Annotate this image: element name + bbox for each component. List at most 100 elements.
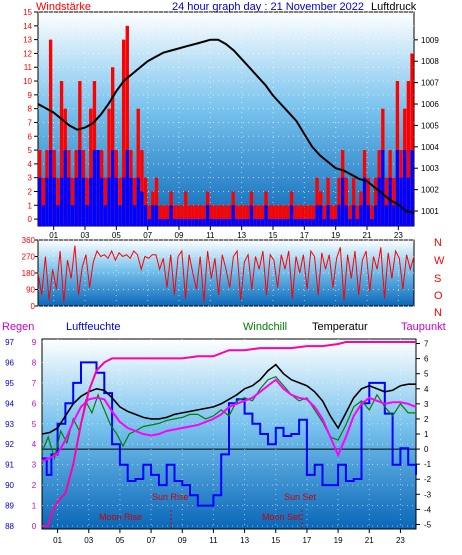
wind-y-tick-label: 13 bbox=[23, 36, 32, 45]
wind-average-bar bbox=[362, 177, 367, 226]
weather-lines bbox=[41, 341, 417, 527]
wind-gust-bar bbox=[297, 205, 301, 226]
direction-y-tick-label: 90 bbox=[26, 286, 35, 295]
wind-gust-bar bbox=[355, 205, 359, 226]
rain-y-tick-label: 1 bbox=[32, 502, 37, 511]
sun-rise-label: Sun Rise bbox=[152, 492, 189, 502]
wind-average-bar bbox=[392, 205, 396, 226]
wind-average-bar bbox=[136, 177, 140, 226]
wind-average-bar bbox=[344, 205, 348, 226]
humidity-y-tick-label: 88 bbox=[5, 522, 14, 531]
wind-y-tick-label: 10 bbox=[23, 77, 32, 86]
humidity-y-tick-label: 97 bbox=[5, 338, 14, 347]
wind-gust-bar bbox=[89, 108, 93, 226]
temperature-y-tick-label: 3 bbox=[424, 400, 429, 409]
direction-line bbox=[37, 245, 415, 303]
temperature-series-line bbox=[41, 363, 416, 435]
wind-gust-bar bbox=[143, 177, 148, 226]
wind-y-tick-label: 8 bbox=[28, 105, 33, 114]
wind-average-bar bbox=[326, 205, 330, 226]
wind-gust-bar bbox=[220, 205, 224, 226]
wind-average-bar bbox=[100, 177, 104, 226]
wind-average-bar bbox=[384, 205, 389, 226]
wind-gust-bar bbox=[187, 205, 192, 226]
wind-average-bar bbox=[63, 150, 67, 226]
legend-luftfeuchte: Luftfeuchte bbox=[66, 321, 120, 333]
pressure-y-tick-label: 1007 bbox=[421, 79, 439, 88]
pressure-y-tick-label: 1009 bbox=[421, 36, 439, 45]
wind-average-bar bbox=[300, 219, 305, 226]
wind-y-tick-label: 9 bbox=[28, 91, 33, 100]
wind-average-bar bbox=[121, 177, 126, 226]
wind-y-tick-label: 14 bbox=[23, 22, 32, 31]
wind-average-bar bbox=[89, 177, 93, 226]
temperature-y-tick-label: 5 bbox=[424, 370, 429, 379]
moon-rise-label: Moon Rise bbox=[99, 512, 142, 522]
wind-gust-bar bbox=[278, 205, 283, 226]
wind-average-bar bbox=[271, 219, 275, 226]
rain-series-line bbox=[42, 341, 416, 527]
wind-gust-bar bbox=[103, 177, 108, 226]
temperature-y-tick-label: 6 bbox=[424, 355, 429, 364]
temperature-y-tick-label: -1 bbox=[424, 460, 432, 469]
humidity-y-tick-label: 92 bbox=[5, 440, 14, 449]
wind-gust-bar bbox=[410, 53, 414, 226]
wind-x-tick-label: 23 bbox=[394, 231, 403, 240]
wind-gust-bar bbox=[191, 205, 195, 226]
wind-gust-bar bbox=[198, 205, 202, 226]
wind-gust-bar bbox=[107, 108, 111, 226]
wind-gust-bar bbox=[213, 205, 217, 226]
weather-x-tick-label: 13 bbox=[240, 536, 249, 545]
legend-temperatur: Temperatur bbox=[312, 321, 368, 333]
direction-y-tick-label: 180 bbox=[22, 269, 36, 278]
graph-title: 24 hour graph day : 21 November 2022 bbox=[172, 1, 364, 13]
humidity-y-tick-label: 94 bbox=[5, 399, 14, 408]
wind-strength-label: Windstärke bbox=[36, 1, 91, 13]
wind-gust-bar bbox=[308, 205, 312, 226]
wind-average-bar bbox=[348, 219, 352, 226]
legend-windchill: Windchill bbox=[243, 321, 287, 333]
dewpoint-series-line bbox=[41, 378, 417, 463]
wind-average-bar bbox=[187, 219, 192, 226]
wind-average-bar bbox=[220, 219, 224, 226]
wind-gust-bar bbox=[344, 177, 348, 226]
wind-average-bar bbox=[194, 219, 199, 226]
rain-y-tick-label: 9 bbox=[32, 338, 37, 347]
rain-y-tick-label: 4 bbox=[32, 440, 37, 449]
wind-y-tick-label: 2 bbox=[28, 187, 33, 196]
wind-gust-bar bbox=[59, 81, 64, 226]
wind-average-bar bbox=[81, 177, 86, 226]
rain-y-tick-label: 5 bbox=[32, 420, 37, 429]
wind-gust-bar bbox=[322, 205, 327, 226]
rain-y-tick-label: 0 bbox=[32, 522, 37, 531]
wind-average-bar bbox=[114, 177, 119, 226]
wind-average-bar bbox=[202, 219, 206, 226]
wind-average-bar bbox=[311, 219, 316, 226]
wind-average-bar bbox=[162, 219, 166, 226]
wind-gust-bar bbox=[242, 205, 246, 226]
rain-y-tick-label: 3 bbox=[32, 461, 37, 470]
wind-average-bar bbox=[253, 219, 257, 226]
wind-gust-bar bbox=[56, 177, 60, 226]
temperature-y-tick-label: 4 bbox=[424, 385, 429, 394]
humidity-y-tick-label: 93 bbox=[5, 420, 14, 429]
wind-average-bar bbox=[85, 205, 89, 226]
wind-average-bar bbox=[235, 219, 239, 226]
wind-gust-bar bbox=[257, 205, 261, 226]
wind-gust-bar bbox=[48, 39, 53, 227]
wind-average-bar bbox=[337, 205, 341, 226]
wind-gust-bar bbox=[311, 205, 316, 226]
legend-taupunkt: Taupunkt bbox=[401, 321, 446, 333]
wind-gust-bar bbox=[373, 177, 378, 226]
wind-gust-bar bbox=[154, 177, 159, 226]
rain-y-tick-label: 8 bbox=[32, 358, 37, 367]
humidity-y-tick-label: 89 bbox=[5, 502, 14, 511]
wind-average-bar bbox=[209, 219, 213, 226]
wind-gust-bar bbox=[384, 177, 389, 226]
wind-average-bar bbox=[107, 177, 111, 226]
windchill-series-line bbox=[41, 375, 416, 461]
wind-average-bar bbox=[403, 150, 407, 226]
wind-y-tick-label: 0 bbox=[28, 215, 33, 224]
wind-gust-bar bbox=[406, 81, 411, 226]
